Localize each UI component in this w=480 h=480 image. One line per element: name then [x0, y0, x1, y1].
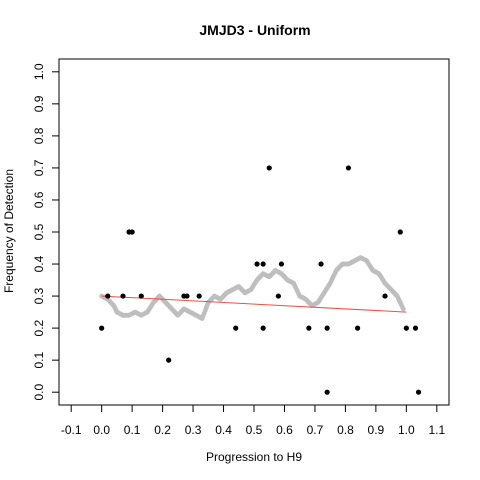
data-point — [166, 357, 172, 363]
y-tick-label: 0.1 — [32, 351, 46, 368]
data-point — [412, 325, 419, 331]
plot-frame — [58, 58, 450, 406]
data-point — [403, 325, 409, 331]
x-tick-label: 0.6 — [276, 423, 293, 437]
data-point — [260, 261, 266, 267]
x-tick-label: 0.5 — [246, 423, 263, 437]
data-point — [397, 229, 403, 235]
x-tick-label: 0.8 — [337, 423, 354, 437]
data-point — [260, 325, 266, 331]
data-point — [278, 261, 285, 267]
data-point — [266, 165, 272, 171]
x-tick-label: 0.7 — [307, 423, 324, 437]
x-tick-label: 1.1 — [428, 423, 445, 437]
data-point — [105, 293, 111, 299]
x-tick-label: 0.0 — [93, 423, 110, 437]
y-tick-label: 0.5 — [32, 223, 46, 240]
data-point — [354, 325, 361, 331]
y-axis: 0.0 0.1 0.2 0.3 0.4 0.5 0.6 0.7 0.8 0.9 1.0 — [32, 63, 60, 401]
data-point — [138, 293, 144, 299]
chart-title: JMJD3 - Uniform — [199, 22, 310, 38]
data-point — [306, 325, 312, 331]
y-tick-label: 0.7 — [32, 159, 46, 176]
data-point — [120, 293, 126, 299]
y-tick-label: 0.4 — [32, 255, 46, 272]
x-tick-label: -0.1 — [61, 423, 82, 437]
data-point — [324, 325, 330, 331]
x-axis: -0.1 0.0 0.1 0.2 0.3 0.4 0.5 0.6 0.7 0.8 0.9 1.0 1.1 — [61, 404, 445, 437]
y-tick-label: 0.3 — [32, 287, 46, 304]
y-tick-label: 0.0 — [32, 384, 46, 401]
data-point — [254, 261, 260, 267]
fit-line — [101, 295, 407, 313]
data-point — [99, 325, 105, 331]
data-points — [99, 165, 422, 395]
y-tick-label: 0.9 — [32, 95, 46, 112]
data-point — [345, 165, 352, 171]
smooth-curve — [99, 255, 406, 321]
y-tick-label: 0.2 — [32, 319, 46, 336]
data-point — [275, 293, 281, 299]
smooth-point — [400, 306, 406, 312]
data-point — [415, 389, 422, 395]
x-axis-title: Progression to H9 — [206, 450, 302, 464]
x-tick-label: 0.1 — [124, 423, 141, 437]
data-point — [129, 229, 135, 235]
x-tick-label: 1.0 — [398, 423, 415, 437]
y-tick-label: 0.8 — [32, 127, 46, 144]
data-point — [324, 389, 330, 395]
y-tick-label: 1.0 — [32, 63, 46, 80]
y-axis-title: Frequency of Detection — [2, 169, 16, 293]
data-point — [233, 325, 239, 331]
data-point — [318, 261, 324, 267]
data-point — [184, 293, 190, 299]
x-tick-label: 0.2 — [154, 423, 171, 437]
x-tick-label: 0.3 — [185, 423, 202, 437]
x-tick-label: 0.4 — [215, 423, 232, 437]
data-point — [196, 293, 202, 299]
fit-line-group — [101, 295, 407, 313]
y-tick-label: 0.6 — [32, 191, 46, 208]
data-point — [382, 293, 388, 299]
x-tick-label: 0.9 — [368, 423, 385, 437]
